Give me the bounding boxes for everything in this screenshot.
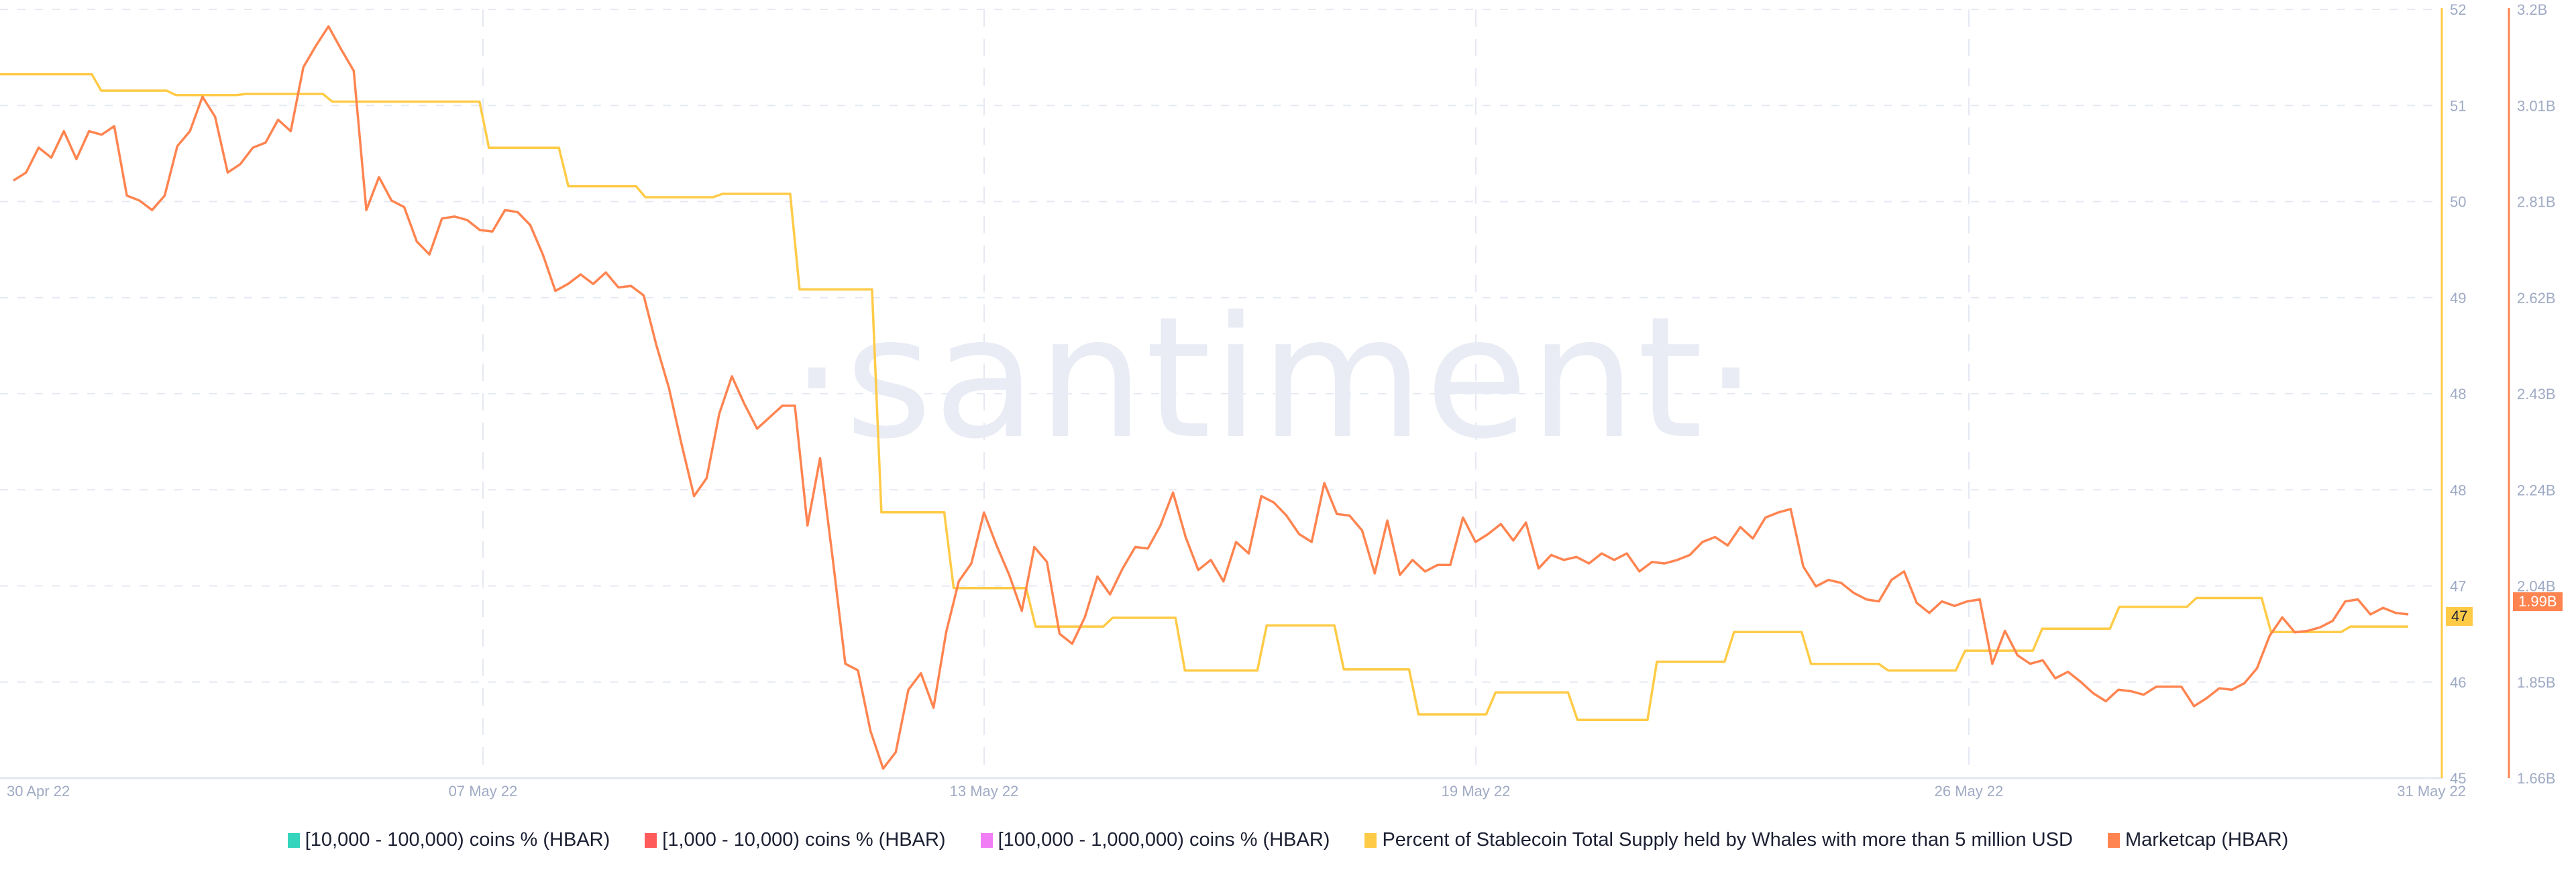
left-tick-label: 49 [2450, 290, 2466, 307]
right-tick-label: 2.43B [2517, 386, 2556, 402]
marketcap-line[interactable] [13, 25, 2409, 770]
legend-swatch-red [645, 832, 657, 848]
left-axis-tick-labels: 52 51 50 49 48 48 47 46 45 [2423, 1, 2466, 787]
right-tick-label: 3.01B [2517, 97, 2556, 114]
left-tick-label: 50 [2450, 194, 2466, 211]
left-tick-label: 47 [2450, 578, 2466, 595]
right-axis-tick-labels: 3.2B 3.01B 2.81B 2.62B 2.43B 2.24B 2.04B 1.85B 1… [2517, 1, 2556, 787]
left-tick-label: 45 [2450, 770, 2466, 787]
x-axis-tick-labels: 30 Apr 22 07 May 22 13 May 22 19 May 22 26 M… [7, 783, 2466, 800]
legend-item-10k-100k[interactable]: [10,000 - 100,000) coins % (HBAR) [287, 829, 610, 851]
right-axis-last-value-badge: 1.99B [2513, 592, 2563, 611]
chart-legend: [10,000 - 100,000) coins % (HBAR) [1,000… [0, 829, 2576, 851]
right-tick-label: 2.04B [2517, 578, 2556, 595]
left-axis-last-value-badge: 47 [2446, 607, 2473, 626]
left-tick-label: 51 [2450, 97, 2466, 114]
legend-swatch-pink [980, 832, 993, 848]
legend-item-marketcap[interactable]: Marketcap (HBAR) [2107, 829, 2289, 851]
right-tick-label: 1.66B [2517, 770, 2556, 787]
right-tick-label: 2.62B [2517, 290, 2556, 307]
legend-label: [1,000 - 10,000) coins % (HBAR) [662, 829, 946, 851]
legend-label: [10,000 - 100,000) coins % (HBAR) [305, 829, 610, 851]
right-tick-label: 3.2B [2517, 1, 2547, 18]
legend-label: [100,000 - 1,000,000) coins % (HBAR) [998, 829, 1330, 851]
left-tick-label: 48 [2450, 482, 2466, 498]
legend-swatch-teal [287, 832, 300, 848]
santiment-watermark: ·santiment· [790, 280, 1759, 476]
grid-lines [0, 9, 2436, 778]
x-tick-label: 30 Apr 22 [7, 783, 70, 800]
legend-swatch-orange [2107, 832, 2120, 848]
x-tick-label: 19 May 22 [1442, 783, 1511, 800]
right-tick-label: 2.24B [2517, 482, 2556, 498]
left-tick-label: 46 [2450, 674, 2466, 691]
right-tick-label: 1.85B [2517, 674, 2556, 691]
x-tick-label: 07 May 22 [449, 783, 518, 800]
left-tick-label: 48 [2450, 386, 2466, 402]
right-tick-label: 2.81B [2517, 194, 2556, 211]
legend-item-1k-10k[interactable]: [1,000 - 10,000) coins % (HBAR) [645, 829, 946, 851]
legend-swatch-yellow [1364, 832, 1377, 848]
x-tick-label: 31 May 22 [2397, 783, 2466, 800]
legend-label: Percent of Stablecoin Total Supply held … [1382, 829, 2073, 851]
legend-item-stablecoin-whales[interactable]: Percent of Stablecoin Total Supply held … [1364, 829, 2073, 851]
stablecoin-whales-line[interactable] [0, 72, 2408, 721]
left-tick-label: 52 [2450, 1, 2466, 18]
x-tick-label: 26 May 22 [1935, 783, 2004, 800]
x-tick-label: 13 May 22 [950, 783, 1019, 800]
legend-item-100k-1m[interactable]: [100,000 - 1,000,000) coins % (HBAR) [980, 829, 1330, 851]
legend-label: Marketcap (HBAR) [2125, 829, 2289, 851]
